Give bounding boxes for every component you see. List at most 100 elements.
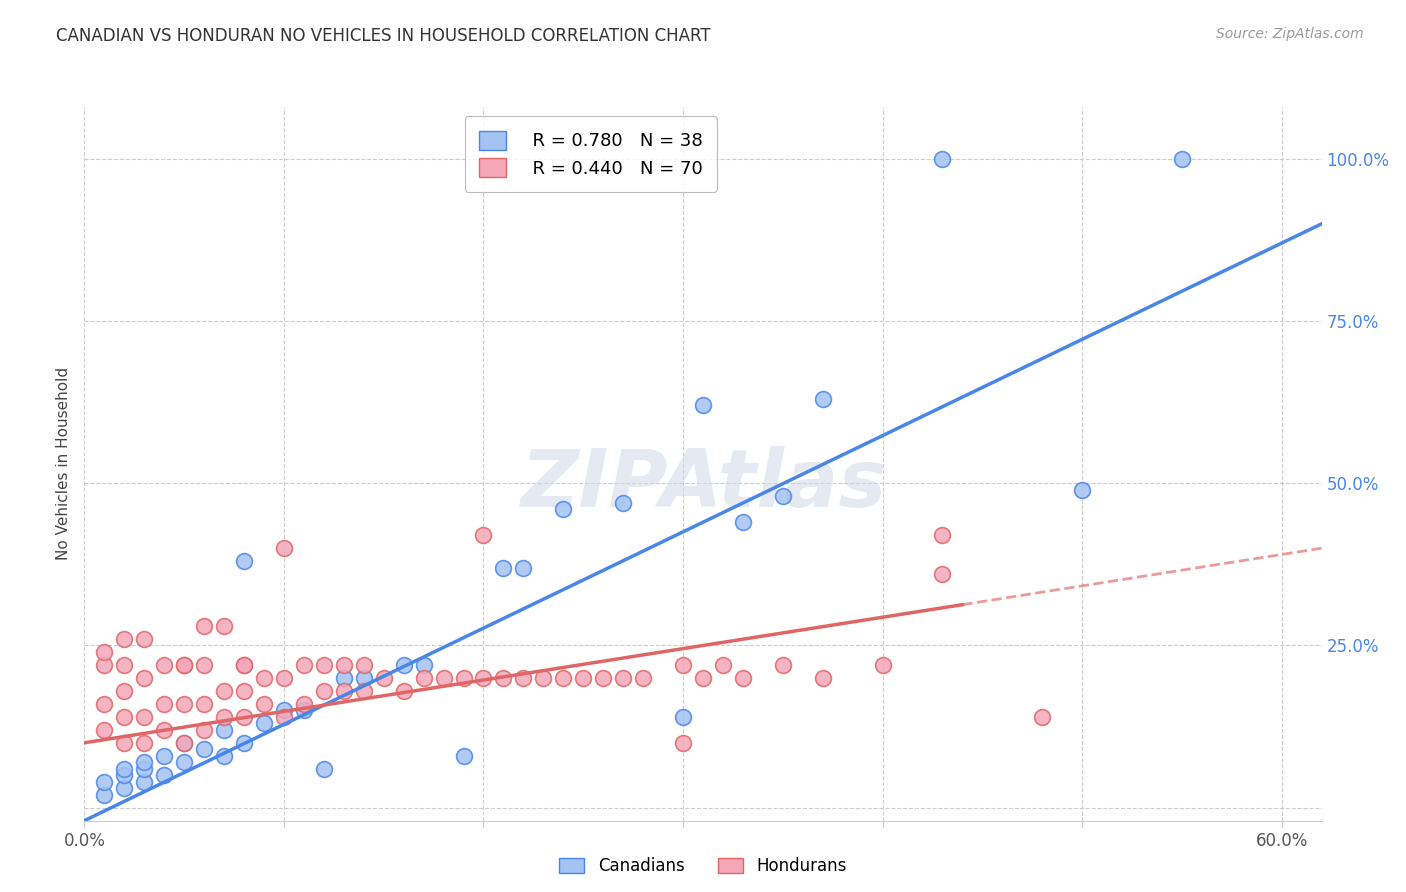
Point: [931, 152, 953, 166]
Point: [631, 671, 654, 685]
Text: CANADIAN VS HONDURAN NO VEHICLES IN HOUSEHOLD CORRELATION CHART: CANADIAN VS HONDURAN NO VEHICLES IN HOUS…: [56, 27, 711, 45]
Point: [292, 657, 315, 672]
Point: [153, 697, 176, 711]
Point: [353, 684, 375, 698]
Point: [572, 671, 595, 685]
Point: [233, 736, 256, 750]
Point: [333, 671, 356, 685]
Point: [312, 684, 335, 698]
Point: [212, 748, 235, 763]
Point: [772, 657, 794, 672]
Point: [612, 496, 634, 510]
Point: [233, 657, 256, 672]
Point: [134, 632, 156, 646]
Point: [233, 710, 256, 724]
Point: [112, 710, 135, 724]
Point: [472, 528, 495, 542]
Point: [153, 657, 176, 672]
Point: [333, 684, 356, 698]
Point: [353, 657, 375, 672]
Point: [112, 684, 135, 698]
Point: [931, 567, 953, 582]
Point: [112, 762, 135, 776]
Point: [672, 736, 695, 750]
Point: [153, 748, 176, 763]
Point: [253, 716, 276, 731]
Point: [93, 645, 115, 659]
Point: [93, 697, 115, 711]
Point: [134, 762, 156, 776]
Point: [212, 723, 235, 737]
Point: [212, 619, 235, 633]
Point: [672, 710, 695, 724]
Point: [353, 671, 375, 685]
Point: [392, 684, 415, 698]
Point: [173, 736, 195, 750]
Point: [112, 781, 135, 796]
Point: [134, 736, 156, 750]
Point: [173, 657, 195, 672]
Point: [112, 736, 135, 750]
Point: [711, 657, 734, 672]
Point: [134, 774, 156, 789]
Point: [312, 762, 335, 776]
Point: [173, 697, 195, 711]
Point: [432, 671, 454, 685]
Legend: Canadians, Hondurans: Canadians, Hondurans: [551, 849, 855, 884]
Point: [134, 710, 156, 724]
Point: [412, 657, 434, 672]
Point: [512, 560, 534, 574]
Point: [373, 671, 395, 685]
Point: [173, 736, 195, 750]
Point: [692, 399, 714, 413]
Text: ZIPAtlas: ZIPAtlas: [520, 446, 886, 524]
Point: [292, 697, 315, 711]
Point: [592, 671, 614, 685]
Point: [93, 774, 115, 789]
Point: [453, 748, 475, 763]
Y-axis label: No Vehicles in Household: No Vehicles in Household: [56, 368, 72, 560]
Point: [392, 657, 415, 672]
Point: [292, 703, 315, 717]
Point: [1031, 710, 1053, 724]
Point: [931, 528, 953, 542]
Point: [692, 671, 714, 685]
Point: [212, 684, 235, 698]
Point: [273, 541, 295, 556]
Text: Source: ZipAtlas.com: Source: ZipAtlas.com: [1216, 27, 1364, 41]
Point: [134, 756, 156, 770]
Point: [134, 671, 156, 685]
Point: [312, 657, 335, 672]
Point: [672, 657, 695, 672]
Point: [153, 768, 176, 782]
Point: [212, 710, 235, 724]
Point: [1071, 483, 1094, 497]
Point: [472, 671, 495, 685]
Point: [112, 657, 135, 672]
Point: [233, 554, 256, 568]
Point: [173, 756, 195, 770]
Point: [93, 723, 115, 737]
Point: [273, 671, 295, 685]
Point: [612, 671, 634, 685]
Point: [233, 684, 256, 698]
Point: [112, 632, 135, 646]
Point: [811, 392, 834, 406]
Point: [333, 657, 356, 672]
Point: [811, 671, 834, 685]
Point: [233, 657, 256, 672]
Point: [93, 788, 115, 802]
Point: [772, 489, 794, 503]
Point: [731, 515, 754, 529]
Point: [253, 697, 276, 711]
Point: [173, 657, 195, 672]
Point: [273, 710, 295, 724]
Point: [1171, 152, 1194, 166]
Point: [193, 619, 215, 633]
Point: [453, 671, 475, 685]
Point: [512, 671, 534, 685]
Point: [872, 657, 894, 672]
Point: [492, 560, 515, 574]
Point: [193, 723, 215, 737]
Point: [193, 742, 215, 756]
